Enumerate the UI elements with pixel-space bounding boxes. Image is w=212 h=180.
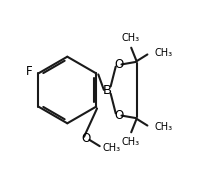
Text: F: F xyxy=(26,65,32,78)
Text: CH₃: CH₃ xyxy=(155,122,173,132)
Text: CH₃: CH₃ xyxy=(155,48,173,58)
Text: O: O xyxy=(114,109,123,122)
Text: O: O xyxy=(82,132,91,145)
Text: O: O xyxy=(114,58,123,71)
Text: CH₃: CH₃ xyxy=(102,143,121,153)
Text: CH₃: CH₃ xyxy=(121,137,139,147)
Text: CH₃: CH₃ xyxy=(121,33,139,43)
Text: B: B xyxy=(103,84,112,96)
